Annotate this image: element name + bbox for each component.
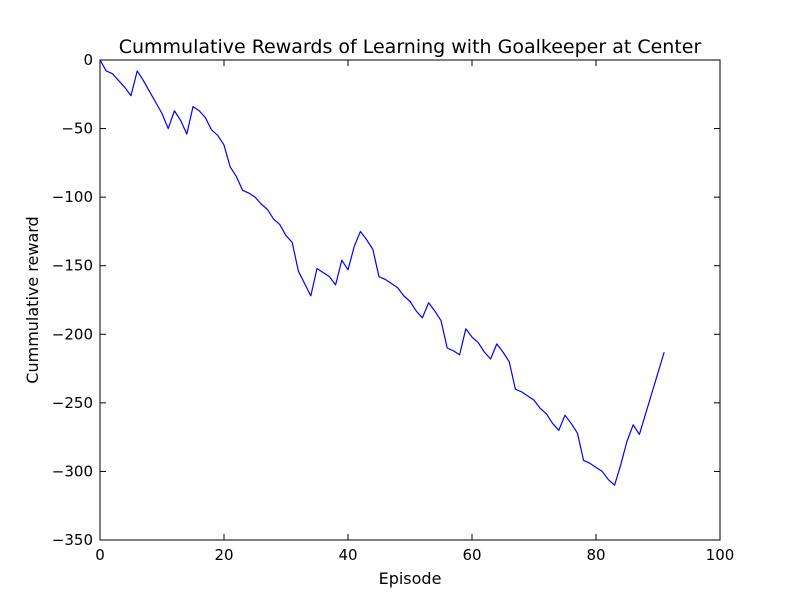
data-points [99,59,665,486]
y-tick-label: −50 [61,120,93,138]
y-tick-label: −150 [52,257,93,275]
y-tick-label: −200 [52,325,93,343]
x-tick-label: 80 [586,546,605,564]
y-axis-label: Cummulative reward [23,216,42,383]
x-tick-label: 20 [214,546,233,564]
x-tick-label: 0 [95,546,105,564]
y-tick-label: −250 [52,394,93,412]
y-tick-label: −350 [52,531,93,549]
x-tick-label: 40 [338,546,357,564]
series-line [99,59,665,486]
x-tick-label: 60 [462,546,481,564]
y-tick-label: −100 [52,188,93,206]
x-tick-label: 100 [706,546,735,564]
x-axis-label: Episode [379,569,442,588]
axis-ticks: 0 20 40 60 80 100 0 −50 −100 −150 −200 −250 −300 −350 [52,51,735,564]
y-tick-label: −300 [52,462,93,480]
chart-title: Cummulative Rewards of Learning with Goa… [119,36,702,58]
plot-area [99,59,721,541]
y-tick-label: 0 [83,51,93,69]
